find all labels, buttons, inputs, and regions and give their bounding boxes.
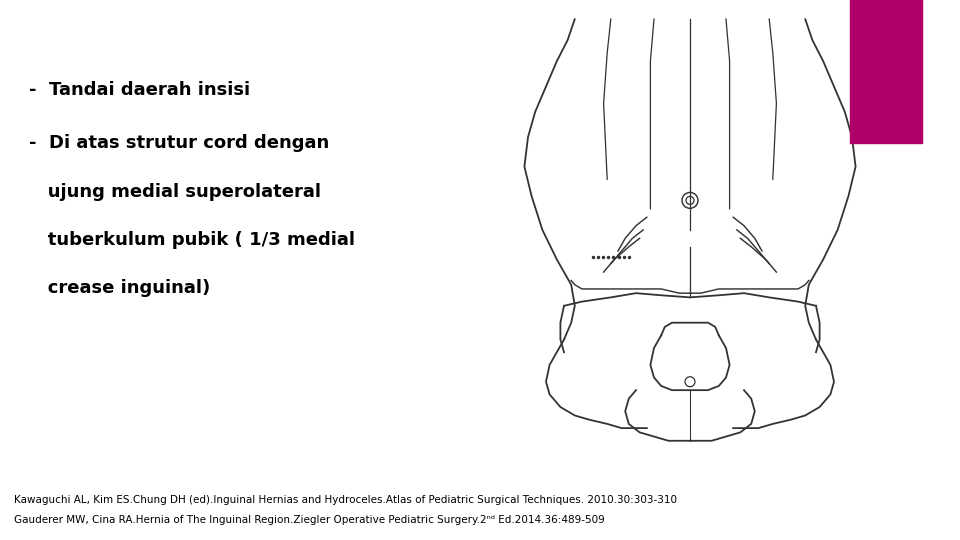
Bar — [850, 0, 922, 144]
Text: -  Tandai daerah insisi: - Tandai daerah insisi — [29, 81, 250, 99]
Text: Gauderer MW, Cina RA.Hernia of The Inguinal Region.Ziegler Operative Pediatric S: Gauderer MW, Cina RA.Hernia of The Ingui… — [14, 515, 605, 525]
Text: -  Di atas strutur cord dengan: - Di atas strutur cord dengan — [29, 134, 329, 152]
Text: crease inguinal): crease inguinal) — [29, 279, 210, 297]
Text: Kawaguchi AL, Kim ES.Chung DH (ed).Inguinal Hernias and Hydroceles.Atlas of Pedi: Kawaguchi AL, Kim ES.Chung DH (ed).Ingui… — [14, 495, 678, 505]
Text: tuberkulum pubik ( 1/3 medial: tuberkulum pubik ( 1/3 medial — [29, 231, 355, 249]
Text: ujung medial superolateral: ujung medial superolateral — [29, 183, 321, 201]
